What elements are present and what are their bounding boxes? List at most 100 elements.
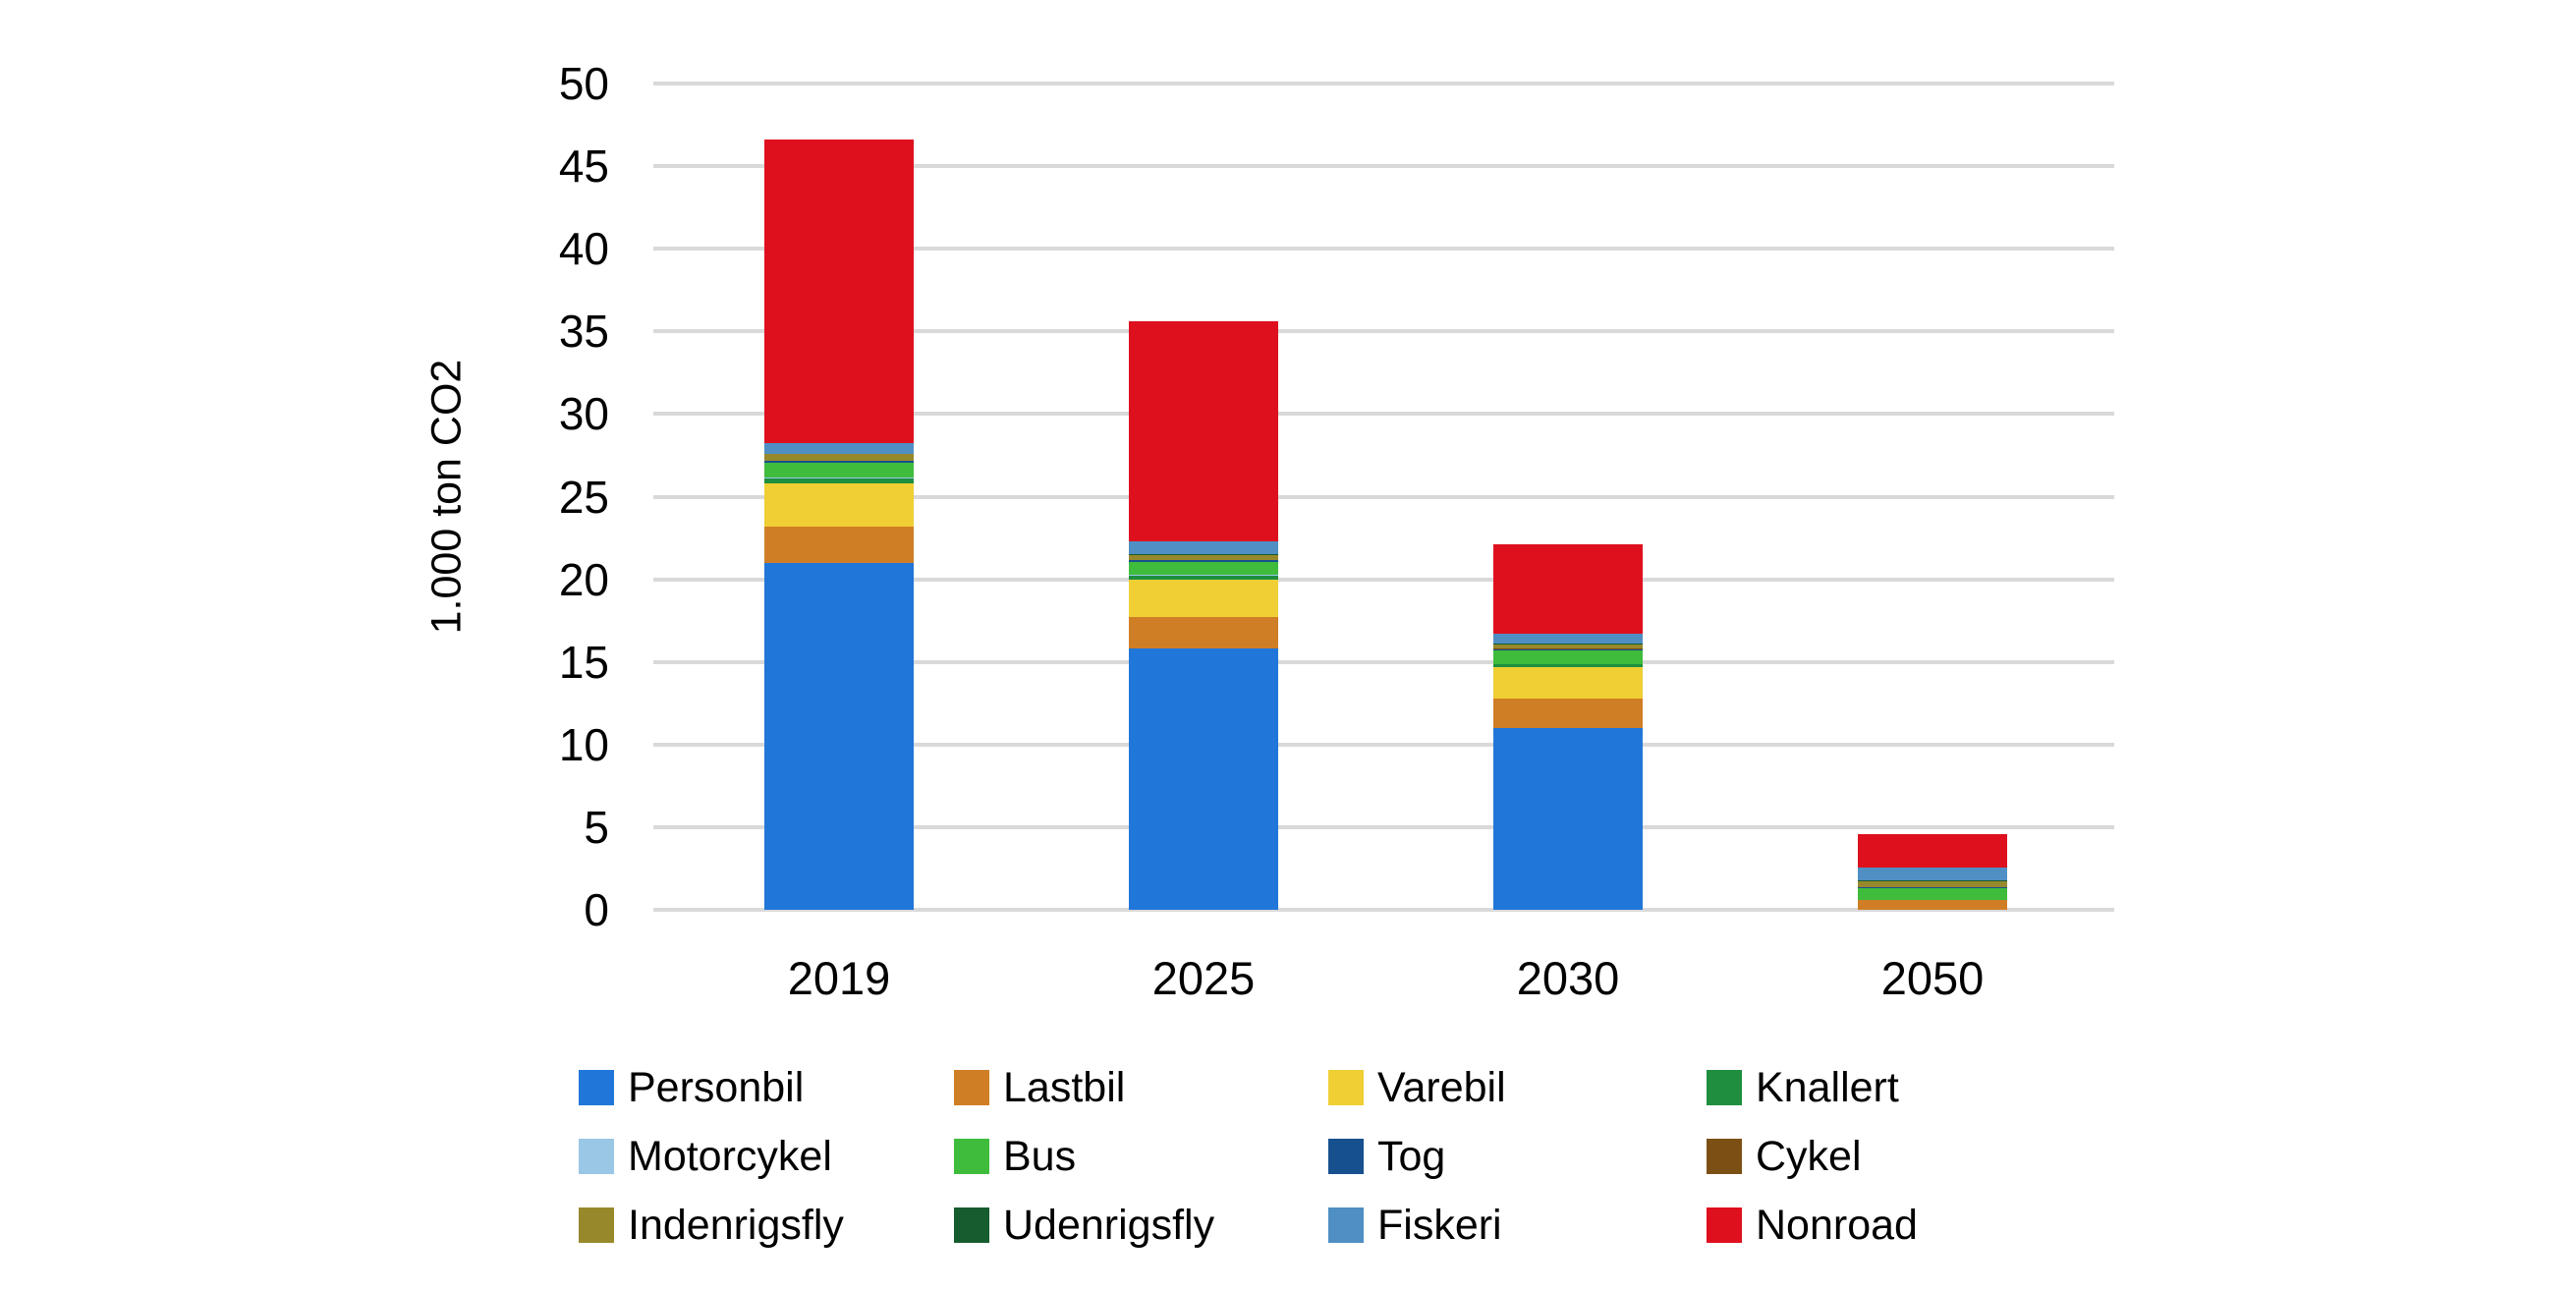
segment-2025-udenrigsfly (1129, 554, 1278, 555)
legend-label-cykel: Cykel (1756, 1132, 1862, 1180)
bar-2019 (764, 139, 914, 910)
segment-2050-lastbil (1858, 899, 2007, 910)
legend-item-cykel: Cykel (1707, 1135, 1862, 1178)
x-tick-label-2050: 2050 (1880, 952, 1985, 1004)
legend-swatch-personbil (579, 1070, 614, 1105)
legend-label-tog: Tog (1377, 1132, 1446, 1180)
segment-2030-personbil (1493, 727, 1643, 910)
legend-label-motorcykel: Motorcykel (628, 1132, 832, 1180)
segment-2025-varebil (1129, 579, 1278, 618)
legend-item-udenrigsfly: Udenrigsfly (954, 1204, 1214, 1247)
segment-2019-personbil (764, 562, 914, 910)
segment-2019-nonroad (764, 139, 914, 444)
legend-swatch-cykel (1707, 1139, 1742, 1174)
y-tick-label-10: 10 (558, 718, 609, 770)
segment-2025-lastbil (1129, 617, 1278, 649)
segment-2019-tog (764, 461, 914, 464)
gridline-y15 (653, 659, 2114, 664)
legend-item-tog: Tog (1328, 1135, 1445, 1178)
legend-swatch-motorcykel (579, 1139, 614, 1174)
legend-swatch-varebil (1328, 1070, 1364, 1105)
segment-2019-udenrigsfly (764, 453, 914, 455)
bar-2050 (1858, 833, 2007, 910)
gridline-y35 (653, 329, 2114, 334)
segment-2019-knallert (764, 478, 914, 484)
legend-label-personbil: Personbil (628, 1063, 805, 1111)
segment-2025-knallert (1129, 576, 1278, 580)
segment-2019-motorcykel (764, 477, 914, 479)
gridline-y0 (653, 908, 2114, 912)
legend-swatch-indenrigsfly (579, 1207, 614, 1243)
segment-2025-indenrigsfly (1129, 554, 1278, 560)
legend-item-nonroad: Nonroad (1707, 1204, 1918, 1247)
y-tick-label-30: 30 (558, 388, 609, 440)
bar-2025 (1129, 320, 1278, 910)
legend-item-bus: Bus (954, 1135, 1076, 1178)
x-tick-label-2030: 2030 (1516, 952, 1620, 1004)
legend-label-nonroad: Nonroad (1756, 1201, 1918, 1249)
x-tick-label-2019: 2019 (787, 952, 891, 1004)
y-tick-label-5: 5 (584, 801, 609, 853)
legend-label-knallert: Knallert (1756, 1063, 1899, 1111)
segment-2050-tog (1858, 886, 2007, 888)
segment-2025-tog (1129, 560, 1278, 562)
gridline-y45 (653, 164, 2114, 169)
gridline-y20 (653, 577, 2114, 582)
legend-swatch-tog (1328, 1139, 1364, 1174)
legend-item-motorcykel: Motorcykel (579, 1135, 832, 1178)
gridline-y5 (653, 824, 2114, 829)
legend-item-indenrigsfly: Indenrigsfly (579, 1204, 844, 1247)
gridline-y50 (653, 82, 2114, 85)
y-tick-label-0: 0 (584, 884, 609, 935)
gridline-y25 (653, 494, 2114, 499)
y-tick-label-40: 40 (558, 223, 609, 275)
legend-item-knallert: Knallert (1707, 1066, 1899, 1109)
legend-label-indenrigsfly: Indenrigsfly (628, 1201, 844, 1249)
segment-2025-fiskeri (1129, 540, 1278, 555)
legend-label-bus: Bus (1003, 1132, 1077, 1180)
segment-2050-fiskeri (1858, 867, 2007, 880)
legend-item-personbil: Personbil (579, 1066, 804, 1109)
segment-2019-lastbil (764, 526, 914, 563)
legend-item-lastbil: Lastbil (954, 1066, 1125, 1109)
segment-2019-bus (764, 463, 914, 478)
legend-swatch-lastbil (954, 1070, 989, 1105)
segment-2050-indenrigsfly (1858, 880, 2007, 887)
segment-2030-varebil (1493, 666, 1643, 699)
segment-2050-udenrigsfly (1858, 879, 2007, 881)
gridline-y10 (653, 742, 2114, 747)
y-tick-label-20: 20 (558, 553, 609, 605)
legend-swatch-bus (954, 1139, 989, 1174)
segment-2019-varebil (764, 483, 914, 527)
segment-2025-motorcykel (1129, 575, 1278, 577)
segment-2030-tog (1493, 648, 1643, 651)
y-tick-label-45: 45 (558, 140, 609, 193)
legend-swatch-udenrigsfly (954, 1207, 989, 1243)
segment-2050-nonroad (1858, 833, 2007, 868)
legend-swatch-fiskeri (1328, 1207, 1364, 1243)
gridline-y30 (653, 412, 2114, 417)
legend-item-varebil: Varebil (1328, 1066, 1506, 1109)
y-tick-label-15: 15 (558, 636, 609, 688)
legend-label-varebil: Varebil (1377, 1063, 1506, 1111)
legend-label-lastbil: Lastbil (1003, 1063, 1126, 1111)
y-tick-label-35: 35 (558, 306, 609, 358)
x-tick-label-2025: 2025 (1151, 952, 1256, 1004)
segment-2025-personbil (1129, 648, 1278, 910)
segment-2025-nonroad (1129, 320, 1278, 541)
segment-2025-bus (1129, 561, 1278, 576)
y-axis-title: 1.000 ton CO2 (422, 359, 471, 634)
segment-2030-motorcykel (1493, 663, 1643, 665)
segment-2019-indenrigsfly (764, 454, 914, 462)
legend-label-udenrigsfly: Udenrigsfly (1003, 1201, 1215, 1249)
bar-2030 (1493, 544, 1643, 910)
segment-2030-indenrigsfly (1493, 645, 1643, 649)
legend-label-fiskeri: Fiskeri (1377, 1201, 1502, 1249)
legend-item-fiskeri: Fiskeri (1328, 1204, 1502, 1247)
segment-2050-bus (1858, 887, 2007, 900)
segment-2030-lastbil (1493, 698, 1643, 728)
gridline-y40 (653, 247, 2114, 252)
segment-2030-bus (1493, 650, 1643, 664)
segment-2030-knallert (1493, 664, 1643, 667)
